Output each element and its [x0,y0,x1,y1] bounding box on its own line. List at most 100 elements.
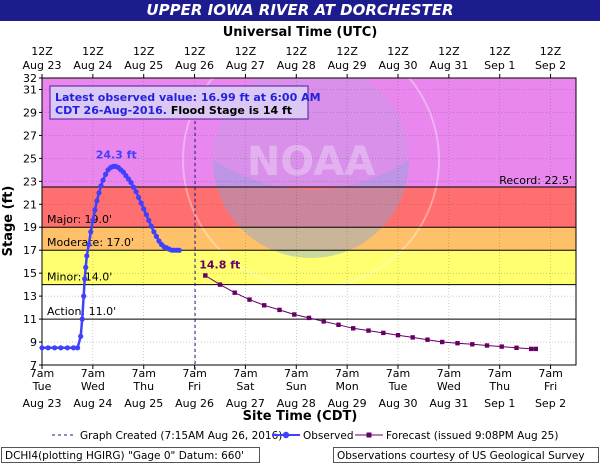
flood-category-bands [42,78,576,365]
y-tick-label: 31 [23,83,37,96]
forecast-point [440,339,445,345]
observed-point [98,183,104,189]
top-tick-date: Aug 27 [226,59,265,72]
legend: Graph Created (7:15AM Aug 26, 2016) Obse… [52,430,558,442]
observed-point [86,241,92,248]
observed-point [84,253,90,259]
action-band [42,284,576,320]
observed-point [58,345,64,351]
top-tick-time: 12Z [540,45,562,58]
y-tick-label: 21 [23,198,37,211]
forecast-point [306,315,312,321]
observed-point [153,233,159,239]
top-tick-time: 12Z [133,45,155,58]
bottom-tick-day: Fri [544,380,557,393]
forecast-point [529,346,534,352]
observed-point [151,229,157,235]
bottom-tick-date: Aug 29 [328,397,367,410]
moderate-band [42,227,576,251]
bottom-tick-date: Aug 30 [379,397,418,410]
observed-point [103,171,109,177]
forecast-point [232,290,237,295]
observed-point [82,276,88,282]
observed-point [79,316,85,322]
annotation-line-1: Latest observed value: 16.99 ft at 6:00 … [55,91,321,104]
bottom-tick-date: Aug 31 [429,397,468,410]
footer-credit: Observations courtesy of US Geological S… [333,447,599,463]
observed-point [94,198,100,204]
top-tick-time: 12Z [489,45,511,58]
plot-frame [41,77,577,366]
observed-point [45,345,51,351]
annotation-line-2: CDT 26-Aug-2016. Flood Stage is 14 ft [55,104,292,117]
bottom-tick-date: Sep 2 [535,397,566,410]
annotation-date: CDT 26-Aug-2016. [55,104,167,117]
top-axis-label: Universal Time (UTC) [223,25,378,40]
observed-point [78,333,84,339]
top-tick-date: Aug 28 [277,59,316,72]
forecast-point [455,341,460,346]
bottom-tick-time: 7am [233,367,257,380]
forecast-point [336,322,341,327]
top-tick-date: Aug 29 [328,59,367,72]
top-tick-date: Sep 1 [484,59,515,72]
bottom-tick-date: Aug 23 [23,397,62,410]
forecast-point [425,337,430,342]
threshold-label-record: Record: 22.5' [499,174,572,187]
y-tick-label: 9 [30,336,37,349]
bottom-tick-day: Tue [32,380,52,393]
top-tick-date: Aug 26 [175,59,214,72]
bottom-tick-date: Aug 28 [277,397,316,410]
top-tick-time: 12Z [387,45,409,58]
bottom-tick-day: Sun [286,380,307,393]
threshold-label: Minor: 14.0' [47,271,112,284]
y-tick-label: 32 [23,72,37,85]
top-tick-time: 12Z [438,45,460,58]
forecast-point [470,342,475,347]
y-axis-label: Stage (ft) [1,186,16,257]
y-tick-label: 13 [23,290,37,303]
observed-point [96,190,102,196]
legend-observed-marker [282,431,290,439]
top-tick-date: Aug 24 [73,59,112,72]
bottom-tick-time: 7am [182,367,206,380]
forecast-point [484,343,490,348]
legend-forecast-label: Forecast (issued 9:08PM Aug 25) [386,430,558,442]
threshold-label: Major: 19.0' [47,213,112,226]
bottom-tick-time: 7am [81,367,105,380]
annotation-flood-stage: Flood Stage is 14 ft [167,104,292,117]
observed-point [176,247,182,253]
top-tick-time: 12Z [235,45,257,58]
observed-point [64,345,70,351]
bottom-tick-day: Thu [488,380,510,393]
minor-band [42,250,576,285]
observed-point [141,206,147,212]
top-tick-date: Aug 23 [23,59,62,72]
top-tick-time: 12Z [286,45,308,58]
forecast-point [395,333,401,338]
observed-point [136,194,142,200]
forecast-point [410,335,415,340]
y-tick-label: 15 [23,267,37,280]
forecast-point [277,307,282,313]
top-tick-date: Sep 2 [535,59,566,72]
bottom-tick-day: Wed [81,380,105,393]
observed-point [90,217,96,223]
forecast-point [351,326,356,331]
bottom-tick-time: 7am [30,367,54,380]
observed-point [100,177,106,183]
bottom-tick-time: 7am [437,367,461,380]
y-tick-label: 7 [30,359,37,372]
hydrograph-chart: NOAA Record: 22.5'Major: 19.0'Moderate: … [1,25,577,442]
bottom-tick-date: Aug 25 [124,397,163,410]
observed-point [148,223,154,229]
forecast-point [247,297,252,302]
top-tick-time: 12Z [82,45,104,58]
observed-point [128,179,134,186]
observed-point [70,345,77,351]
legend-observed-label: Observed [303,430,354,442]
y-tick-label: 29 [23,106,37,119]
forecast-point [499,344,504,349]
